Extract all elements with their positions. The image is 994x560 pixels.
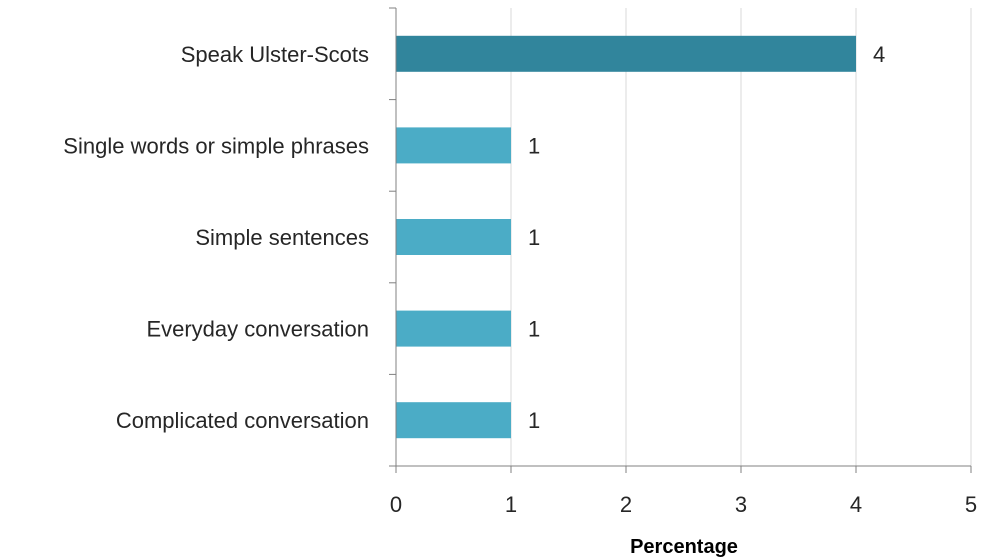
bars <box>396 35 856 439</box>
category-label-1: Single words or simple phrases <box>63 133 369 158</box>
x-tick-label-1: 1 <box>505 492 517 517</box>
category-label-0: Speak Ulster-Scots <box>181 42 369 67</box>
data-label-4: 1 <box>528 408 540 433</box>
category-label-3: Everyday conversation <box>146 317 369 342</box>
x-axis-title: Percentage <box>630 536 738 558</box>
axes <box>389 7 972 473</box>
labels: 0 1 2 3 4 5 Speak Ulster-Scots 4 Single words or… <box>63 42 977 517</box>
data-label-2: 1 <box>528 225 540 250</box>
bar-3 <box>396 310 511 347</box>
data-label-0: 4 <box>873 42 885 67</box>
bar-2 <box>396 219 511 255</box>
x-tick-label-0: 0 <box>390 492 402 517</box>
category-label-4: Complicated conversation <box>116 408 369 433</box>
bar-0 <box>396 35 856 72</box>
bar-4 <box>396 402 511 439</box>
bar-1 <box>396 127 511 164</box>
x-tick-label-3: 3 <box>735 492 747 517</box>
x-tick-label-5: 5 <box>965 492 977 517</box>
x-tick-label-2: 2 <box>620 492 632 517</box>
gridlines <box>510 8 972 466</box>
data-label-1: 1 <box>528 133 540 158</box>
category-label-2: Simple sentences <box>195 225 369 250</box>
data-label-3: 1 <box>528 317 540 342</box>
x-tick-label-4: 4 <box>850 492 862 517</box>
